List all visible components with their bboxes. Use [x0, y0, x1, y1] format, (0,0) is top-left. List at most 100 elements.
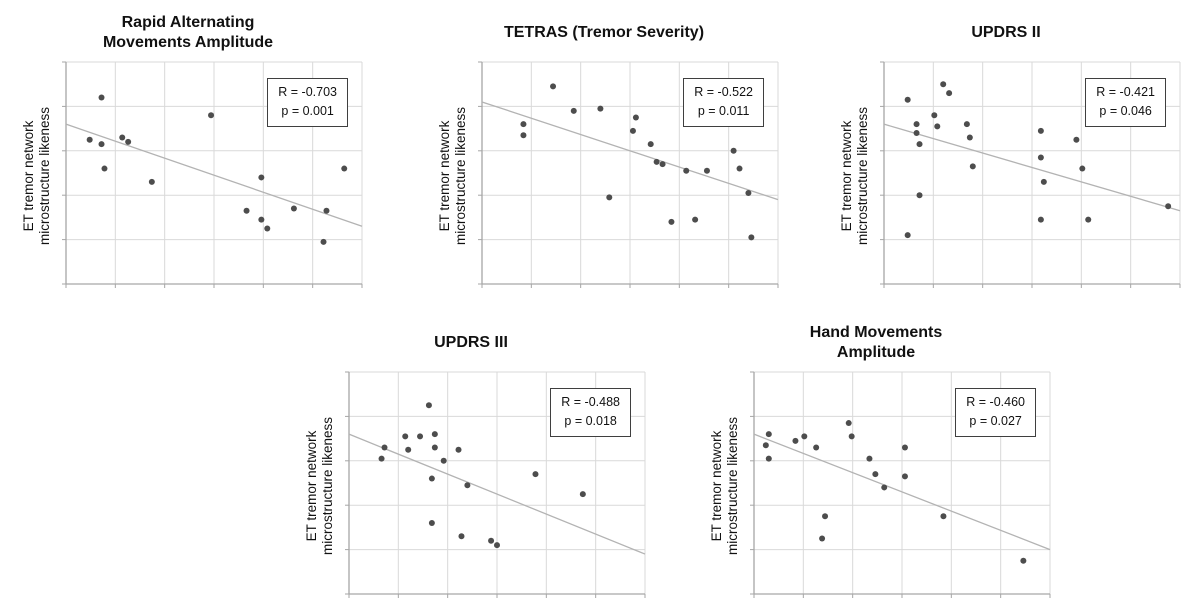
data-point [1037, 216, 1044, 223]
scatter-plot [880, 61, 1181, 288]
chart-rapid-alternating-movements: Rapid Alternating Movements Amplitude ET… [14, 4, 363, 290]
y-axis-label: ET tremor network microstructure likenes… [14, 62, 60, 290]
y-axis-label-text: ET tremor network microstructure likenes… [708, 416, 740, 556]
r-value: R = -0.421 [1096, 85, 1155, 99]
data-point [464, 482, 471, 489]
chart-updrs-ii: UPDRS II ET tremor network microstructur… [832, 4, 1181, 290]
data-point [431, 444, 438, 451]
data-point [323, 207, 330, 214]
r-value: R = -0.522 [694, 85, 753, 99]
trend-line [481, 101, 779, 201]
chart-updrs-iii: UPDRS III ET tremor network microstructu… [297, 314, 646, 600]
trend-line [753, 433, 1051, 551]
chart-hand-movements-amplitude: Hand Movements Amplitude ET tremor netwo… [702, 314, 1051, 600]
data-point [659, 161, 666, 168]
trend-line [883, 123, 1181, 212]
y-axis-label: ET tremor network microstructure likenes… [297, 372, 343, 600]
data-point [86, 136, 93, 143]
data-point [1165, 203, 1172, 210]
data-point [532, 471, 539, 478]
stats-box: R = -0.421 p = 0.046 [1085, 78, 1166, 127]
data-point [1020, 557, 1027, 564]
plot-area: R = -0.703 p = 0.001 [60, 61, 363, 290]
data-point [668, 218, 675, 225]
data-point [736, 165, 743, 172]
data-point [1037, 154, 1044, 161]
data-point [629, 127, 636, 134]
plot-area: R = -0.522 p = 0.011 [476, 61, 779, 290]
data-point [101, 165, 108, 172]
plot-area: R = -0.421 p = 0.046 [878, 61, 1181, 290]
y-axis-label-text: ET tremor network microstructure likenes… [436, 106, 468, 246]
data-point [119, 134, 126, 141]
data-point [683, 167, 690, 174]
data-point [792, 437, 799, 444]
y-axis-label: ET tremor network microstructure likenes… [702, 372, 748, 600]
data-point [1085, 216, 1092, 223]
data-point [881, 484, 888, 491]
data-point [946, 90, 953, 97]
data-point [931, 112, 938, 119]
p-value: p = 0.011 [697, 104, 750, 119]
data-point [963, 121, 970, 128]
data-point [1073, 136, 1080, 143]
data-point [872, 471, 879, 478]
data-point [748, 234, 755, 241]
data-point [98, 94, 105, 101]
data-point [431, 431, 438, 438]
data-point [208, 112, 215, 119]
data-point [417, 433, 424, 440]
data-point [125, 138, 132, 145]
data-point [848, 433, 855, 440]
data-point [730, 147, 737, 154]
data-point [440, 457, 447, 464]
y-axis-label: ET tremor network microstructure likenes… [430, 62, 476, 290]
data-point [381, 444, 388, 451]
data-point [966, 134, 973, 141]
data-point [765, 431, 772, 438]
data-point [801, 433, 808, 440]
trend-line [348, 433, 646, 555]
data-point [425, 402, 432, 409]
chart-title: TETRAS (Tremor Severity) [503, 24, 705, 41]
y-axis-label: ET tremor network microstructure likenes… [832, 62, 878, 290]
data-point [243, 207, 250, 214]
data-point [320, 238, 327, 245]
y-axis-label-text: ET tremor network microstructure likenes… [838, 106, 870, 246]
data-point [597, 105, 604, 112]
data-point [1040, 178, 1047, 185]
chart-title: Hand Movements Amplitude [809, 324, 943, 361]
data-point [762, 442, 769, 449]
data-point [765, 455, 772, 462]
data-point [845, 420, 852, 427]
stats-box: R = -0.522 p = 0.011 [683, 78, 764, 127]
data-point [428, 519, 435, 526]
data-point [258, 174, 265, 181]
data-point [813, 444, 820, 451]
r-value: R = -0.488 [561, 395, 620, 409]
data-point [458, 533, 465, 540]
data-point [405, 446, 412, 453]
data-point [745, 189, 752, 196]
data-point [940, 81, 947, 88]
data-point [520, 121, 527, 128]
data-point [579, 491, 586, 498]
data-point [428, 475, 435, 482]
p-value: p = 0.018 [564, 414, 617, 429]
chart-tetras-tremor-severity: TETRAS (Tremor Severity) ET tremor netwo… [430, 4, 779, 290]
data-point [866, 455, 873, 462]
data-point [606, 194, 613, 201]
p-value: p = 0.001 [281, 104, 334, 119]
data-point [98, 141, 105, 148]
data-point [916, 192, 923, 199]
data-point [934, 123, 941, 130]
data-point [455, 446, 462, 453]
data-point [819, 535, 826, 542]
data-point [550, 83, 557, 90]
r-value: R = -0.703 [278, 85, 337, 99]
data-point [290, 205, 297, 212]
data-point [969, 163, 976, 170]
r-value: R = -0.460 [966, 395, 1025, 409]
data-point [264, 225, 271, 232]
data-point [258, 216, 265, 223]
